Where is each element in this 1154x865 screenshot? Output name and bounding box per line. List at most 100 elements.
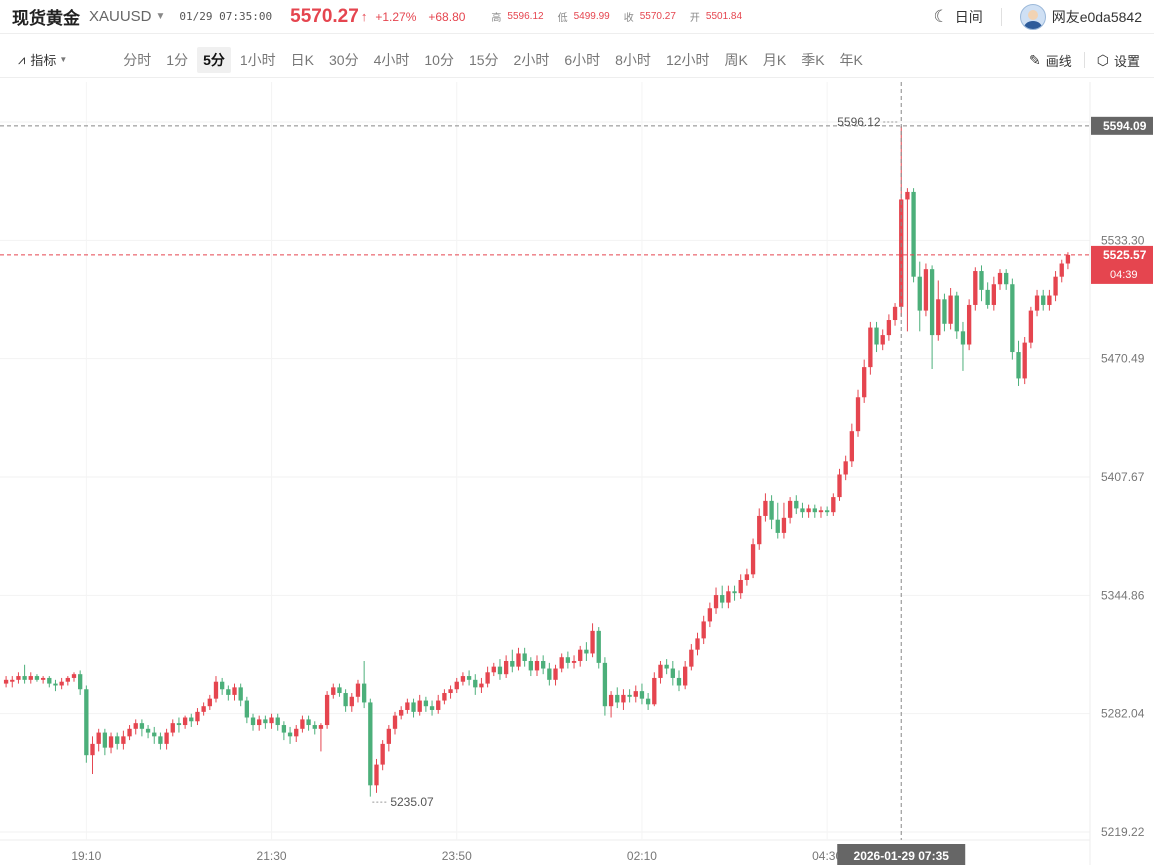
candle-body (683, 666, 688, 686)
avatar[interactable] (1019, 4, 1046, 30)
candle-body (763, 500, 768, 516)
candle-body (590, 630, 595, 654)
settings-icon[interactable]: ⬡ (1096, 51, 1109, 68)
period-tab[interactable]: 8小时 (615, 51, 651, 68)
candle-body (744, 574, 750, 580)
candle-body (244, 700, 250, 718)
candle-body (195, 711, 200, 722)
candle-body (596, 630, 601, 663)
candle-body (1047, 295, 1052, 305)
candle-body (182, 717, 188, 726)
candle-body (726, 591, 731, 603)
candle-body (238, 687, 243, 701)
username[interactable]: 网友e0da5842 (1051, 9, 1142, 25)
candle-body (676, 677, 682, 686)
period-tab[interactable]: 1分 (166, 51, 189, 68)
symbol-selector[interactable]: XAUUSD (89, 8, 152, 25)
chart-toolbar: ⩘ 指标 ▼ 分时 1分 5分 1小时 日K 30分 4小时 10分 15分 2小时 6小时 8小时 1… (0, 42, 1154, 78)
candle-body (892, 306, 898, 321)
candle-body (59, 681, 64, 686)
candle-body (213, 681, 219, 699)
period-tabs: 分时 1分 5分 1小时 日K 30分 4小时 10分 15分 2小时 6小时 8小时 12小时 周K 月K… (117, 46, 872, 73)
change-percent: +1.27% (375, 9, 417, 24)
candle-body (713, 595, 719, 609)
period-tab[interactable]: 1小时 (239, 51, 276, 68)
draw-line-button[interactable]: 画线 (1045, 53, 1072, 69)
candle-body (158, 736, 163, 744)
y-tick-label: 5219.22 (1101, 825, 1145, 839)
last-price-badge (1091, 245, 1153, 284)
period-tab[interactable]: 10分 (424, 51, 454, 68)
theme-toggle-label[interactable]: 日间 (954, 9, 983, 25)
candle-body (207, 698, 212, 707)
candle-body (473, 679, 478, 688)
high-marker-label: 5596.12 (837, 115, 881, 129)
candle-body (664, 664, 669, 669)
candle-body (226, 689, 231, 695)
candle-body (534, 660, 540, 671)
candle-body (294, 728, 299, 737)
candle-body (71, 674, 77, 678)
candle-body (287, 732, 293, 737)
candle-body (145, 728, 151, 733)
change-value: +68.80 (428, 9, 466, 24)
caret-down-icon[interactable]: ▼ (155, 11, 166, 22)
candle-body (584, 649, 589, 654)
crosshair-time-label: 2026-01-29 07:35 (854, 849, 950, 863)
candle-body (139, 723, 145, 729)
period-tab[interactable]: 4小时 (373, 51, 410, 68)
candle-body (917, 276, 922, 311)
candle-body (936, 299, 941, 336)
candle-body (880, 335, 885, 345)
candle-body (954, 295, 959, 332)
period-tab[interactable]: 月K (762, 51, 787, 68)
candle-body (53, 683, 58, 686)
ohlc-stats: 高 5596.12 低 5499.99 收 5570.27 开 5501.84 (491, 9, 750, 24)
candle-body (1004, 272, 1009, 285)
crosshair-price-label: 5594.09 (1103, 119, 1147, 133)
stat-low-value: 5499.99 (573, 11, 610, 22)
candle-body (1022, 342, 1027, 379)
candle-body (923, 269, 929, 311)
candle-body (874, 327, 879, 345)
period-tab[interactable]: 年K (839, 51, 863, 68)
candle-body (152, 732, 157, 737)
period-tab[interactable]: 周K (724, 51, 748, 68)
period-tab[interactable]: 12小时 (665, 51, 710, 68)
moon-icon[interactable]: ☾ (933, 7, 949, 26)
period-tab[interactable]: 5分 (197, 46, 231, 73)
candle-body (368, 702, 373, 786)
candle-body (386, 728, 391, 744)
settings-button[interactable]: 设置 (1113, 53, 1140, 69)
candle-body (90, 743, 95, 756)
indicator-label: 指标 (30, 53, 57, 68)
candle-body (886, 320, 892, 336)
period-tab[interactable]: 30分 (329, 51, 359, 68)
divider (1000, 8, 1002, 26)
candlestick-chart[interactable]: 5596.12 5533.30 5470.49 5407.67 5344.86 5282.… (0, 82, 1154, 865)
period-tab[interactable]: 分时 (123, 51, 152, 68)
stat-low-label: 低 (557, 13, 568, 24)
candle-body (121, 736, 126, 744)
candle-body (738, 579, 743, 594)
period-tab[interactable]: 季K (801, 51, 825, 68)
period-tab[interactable]: 6小时 (564, 51, 601, 68)
candle-body (392, 715, 398, 729)
candle-body (281, 725, 287, 733)
candle-body (10, 679, 15, 682)
candle-body (337, 687, 342, 694)
period-tab[interactable]: 15分 (468, 51, 499, 68)
y-tick-label: 5407.67 (1101, 470, 1145, 484)
period-tab[interactable]: 2小时 (513, 51, 550, 68)
draw-line-icon[interactable]: ✎ (1029, 51, 1041, 68)
candle-body (454, 681, 459, 690)
candle-body (553, 668, 558, 680)
indicator-button[interactable]: ⩘ 指标 ▼ (18, 50, 67, 69)
candle-body (1016, 352, 1021, 379)
candle-body (1053, 276, 1058, 296)
candle-body (170, 723, 175, 733)
period-tab[interactable]: 日K (290, 51, 315, 68)
x-tick-label: 21:30 (257, 849, 287, 863)
candle-body (559, 657, 564, 669)
stat-close-label: 收 (623, 13, 634, 24)
